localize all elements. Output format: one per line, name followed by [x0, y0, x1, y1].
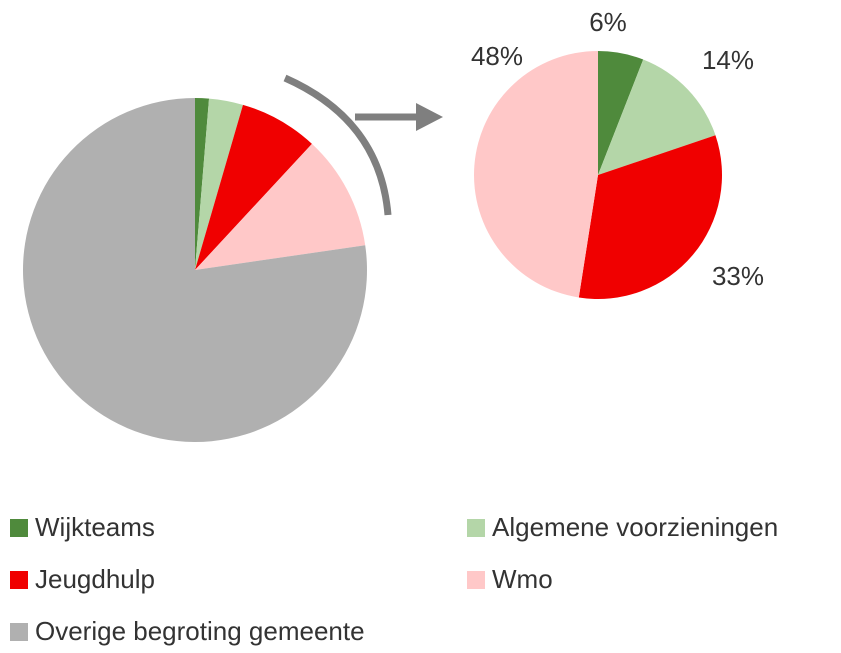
data-label: 48%	[471, 41, 523, 71]
pie-slice	[578, 135, 722, 299]
pie-slice	[22, 98, 367, 442]
legend-swatch	[10, 623, 28, 641]
legend-swatch	[467, 571, 485, 589]
pie-slice	[195, 98, 210, 270]
legend-swatch	[467, 519, 485, 537]
legend-label: Algemene voorzieningen	[492, 512, 778, 542]
pie-slice	[474, 51, 598, 298]
data-label: 14%	[702, 45, 754, 75]
arrow-head	[416, 103, 443, 131]
legend-label: Jeugdhulp	[35, 564, 155, 594]
data-label: 33%	[712, 261, 764, 291]
connector-arc	[283, 74, 392, 216]
legend-label: Wmo	[492, 564, 553, 594]
pie-slice	[195, 143, 366, 270]
data-label: 6%	[589, 7, 627, 37]
legend-swatch	[10, 571, 28, 589]
legend-label: Overige begroting gemeente	[35, 616, 365, 646]
pie-slice	[195, 98, 243, 271]
legend-label: Wijkteams	[35, 512, 155, 542]
pie-slice	[598, 59, 716, 176]
pie-slice	[195, 104, 312, 270]
pie-slice	[598, 51, 644, 175]
legend-swatch	[10, 519, 28, 537]
